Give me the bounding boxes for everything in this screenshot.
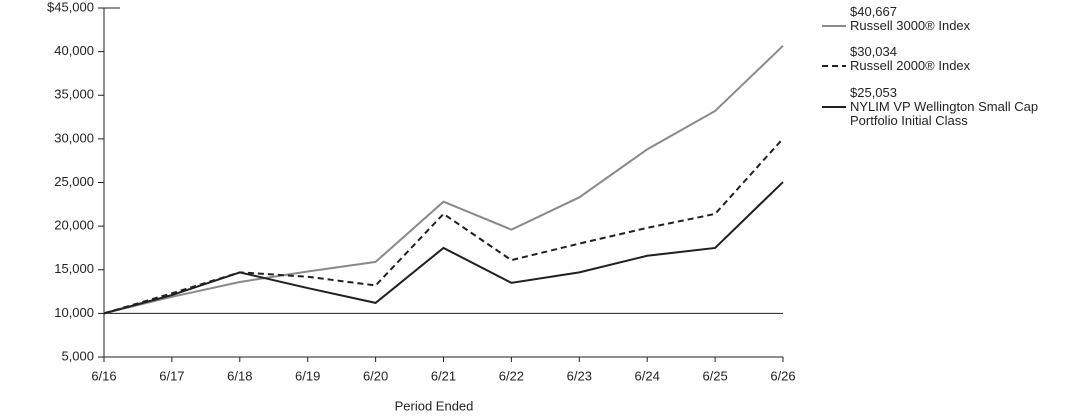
- legend-value-label: $30,034: [850, 44, 897, 59]
- x-tick-label: 6/21: [431, 368, 456, 383]
- x-tick-label: 6/16: [91, 368, 116, 383]
- y-tick-label: 25,000: [54, 174, 94, 189]
- x-tick-label: 6/18: [227, 368, 252, 383]
- y-tick-label: $45,000: [47, 0, 94, 14]
- y-tick-label: 35,000: [54, 87, 94, 102]
- x-tick-label: 6/19: [295, 368, 320, 383]
- y-tick-label: 5,000: [61, 348, 94, 363]
- legend-label: Russell 3000® Index: [850, 18, 971, 33]
- legend-value-label: $25,053: [850, 85, 897, 100]
- y-tick-label: 30,000: [54, 130, 94, 145]
- x-tick-label: 6/23: [567, 368, 592, 383]
- x-tick-label: 6/20: [363, 368, 388, 383]
- legend-label: Russell 2000® Index: [850, 58, 971, 73]
- series-line: [103, 137, 784, 315]
- legend-value-label: $40,667: [850, 4, 897, 19]
- y-tick-label: 40,000: [54, 43, 94, 58]
- x-tick-label: 6/25: [702, 368, 727, 383]
- x-tick-label: 6/24: [635, 368, 660, 383]
- x-axis-label: Period Ended: [395, 398, 474, 413]
- series-line: [103, 45, 784, 315]
- series-line: [103, 181, 784, 315]
- legend-label: NYLIM VP Wellington Small Cap Portfolio …: [850, 99, 1039, 128]
- y-tick-label: 20,000: [54, 218, 94, 233]
- x-tick-label: 6/22: [499, 368, 524, 383]
- y-tick-label: 15,000: [54, 261, 94, 276]
- y-tick-label: 10,000: [54, 305, 94, 320]
- x-tick-label: 6/17: [159, 368, 184, 383]
- x-tick-label: 6/26: [770, 368, 795, 383]
